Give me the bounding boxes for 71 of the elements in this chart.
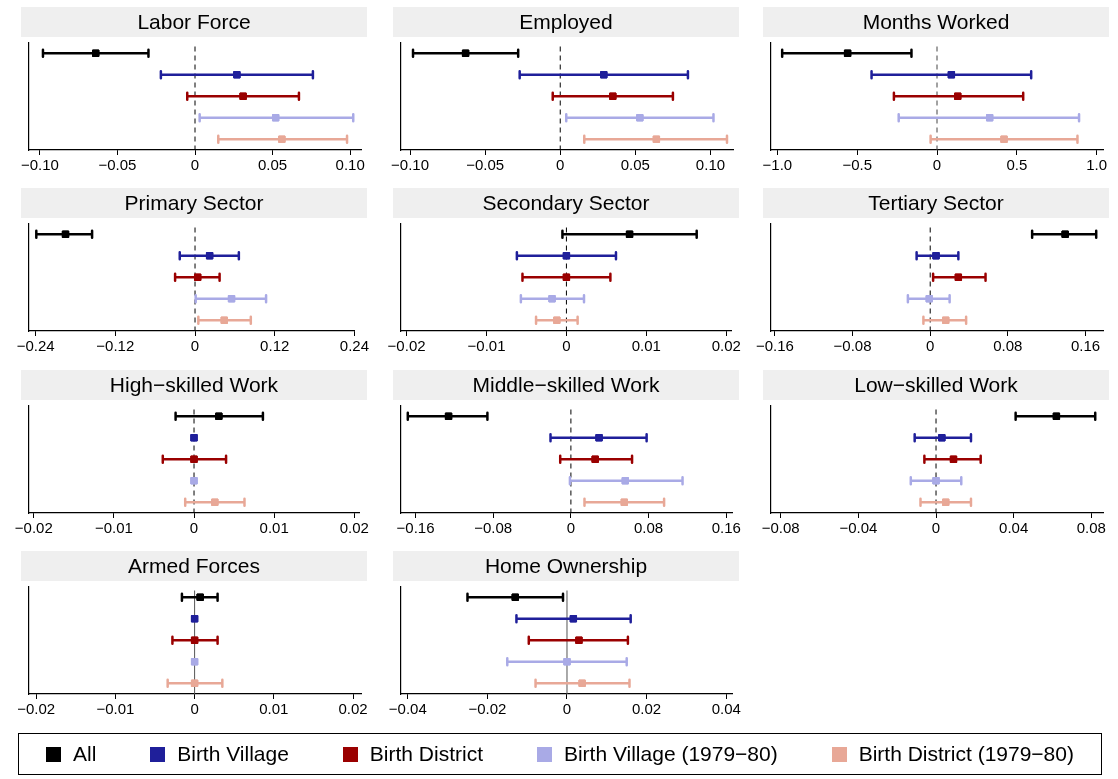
x-tick-label: 0.04 bbox=[999, 519, 1029, 537]
x-tick-label: −0.10 bbox=[391, 156, 429, 174]
chart-title: Months Worked bbox=[763, 7, 1109, 37]
chart-title: Secondary Sector bbox=[393, 188, 739, 218]
chart-title: Armed Forces bbox=[21, 551, 367, 581]
legend-label: Birth Village (1979−80) bbox=[563, 742, 778, 766]
x-tick-label: 0.05 bbox=[257, 156, 288, 174]
x-tick-label: 0.10 bbox=[335, 156, 365, 174]
chart-title: Primary Sector bbox=[21, 188, 367, 218]
x-tick-label: −0.04 bbox=[839, 519, 878, 537]
x-tick-label: 0.02 bbox=[339, 519, 369, 537]
x-tick-label: 0 bbox=[926, 337, 935, 355]
x-tick-label: 0.04 bbox=[711, 700, 741, 718]
legend-label: Birth Village bbox=[177, 742, 289, 766]
x-tick-label: −0.08 bbox=[474, 519, 513, 537]
x-tick-label: 0.5 bbox=[1006, 156, 1028, 174]
legend-label: Birth District bbox=[369, 742, 483, 766]
x-tick-label: −0.02 bbox=[387, 337, 426, 355]
x-tick-label: 0 bbox=[190, 337, 200, 355]
legend-label: All bbox=[72, 742, 97, 766]
x-tick-label: 0.16 bbox=[1070, 337, 1101, 355]
x-tick-label: 0.08 bbox=[633, 519, 664, 537]
x-tick-label: 0 bbox=[562, 337, 571, 355]
x-tick-label: −1.0 bbox=[762, 156, 793, 174]
x-tick-label: −0.02 bbox=[468, 700, 507, 718]
legend-label: Birth District (1979−80) bbox=[858, 742, 1074, 766]
x-tick-label: 0 bbox=[190, 156, 200, 174]
x-tick-label: −0.16 bbox=[755, 337, 794, 355]
x-tick-label: 0.24 bbox=[339, 337, 369, 355]
x-tick-label: 0 bbox=[562, 700, 572, 718]
x-tick-label: −0.16 bbox=[396, 519, 435, 537]
x-tick-label: −0.10 bbox=[20, 156, 59, 174]
x-tick-label: 0 bbox=[932, 156, 942, 174]
x-tick-label: −0.02 bbox=[14, 519, 53, 537]
x-tick-label: 0 bbox=[566, 519, 576, 537]
x-tick-label: 0.05 bbox=[620, 156, 650, 174]
x-tick-label: 0 bbox=[556, 156, 565, 174]
x-tick-label: −0.01 bbox=[96, 700, 135, 718]
x-tick-label: −0.08 bbox=[833, 337, 872, 355]
x-tick-label: −0.08 bbox=[761, 519, 800, 537]
x-tick-label: 0.16 bbox=[711, 519, 741, 537]
x-tick-label: −0.05 bbox=[466, 156, 505, 174]
x-tick-label: 0.01 bbox=[259, 700, 289, 718]
chart-title: Employed bbox=[393, 7, 739, 37]
x-tick-label: −0.5 bbox=[842, 156, 872, 174]
chart-title: High−skilled Work bbox=[21, 370, 367, 400]
chart-title: Tertiary Sector bbox=[763, 188, 1109, 218]
x-tick-label: 0.02 bbox=[338, 700, 368, 718]
x-tick-label: 0.02 bbox=[632, 700, 662, 718]
x-tick-label: −0.24 bbox=[16, 337, 55, 355]
chart-title: Home Ownership bbox=[393, 551, 739, 581]
x-tick-label: −0.05 bbox=[98, 156, 137, 174]
x-tick-label: 0.01 bbox=[631, 337, 661, 355]
chart-title: Low−skilled Work bbox=[763, 370, 1109, 400]
x-tick-label: 0 bbox=[189, 519, 199, 537]
x-tick-label: 0.10 bbox=[695, 156, 726, 174]
x-tick-label: 0.01 bbox=[259, 519, 289, 537]
x-tick-label: 0.12 bbox=[260, 337, 290, 355]
x-tick-label: −0.04 bbox=[388, 700, 427, 718]
x-tick-label: 0 bbox=[190, 700, 199, 718]
chart-title: Labor Force bbox=[21, 7, 367, 37]
chart-title: Middle−skilled Work bbox=[393, 370, 739, 400]
x-tick-label: −0.12 bbox=[96, 337, 135, 355]
x-tick-label: 0.08 bbox=[993, 337, 1023, 355]
x-tick-label: 0.02 bbox=[711, 337, 741, 355]
x-tick-label: −0.01 bbox=[467, 337, 506, 355]
x-tick-label: −0.01 bbox=[94, 519, 133, 537]
x-tick-label: 0 bbox=[931, 519, 941, 537]
x-tick-label: 0.08 bbox=[1076, 519, 1106, 537]
x-tick-label: −0.02 bbox=[17, 700, 56, 718]
x-tick-label: 1.0 bbox=[1086, 156, 1108, 174]
